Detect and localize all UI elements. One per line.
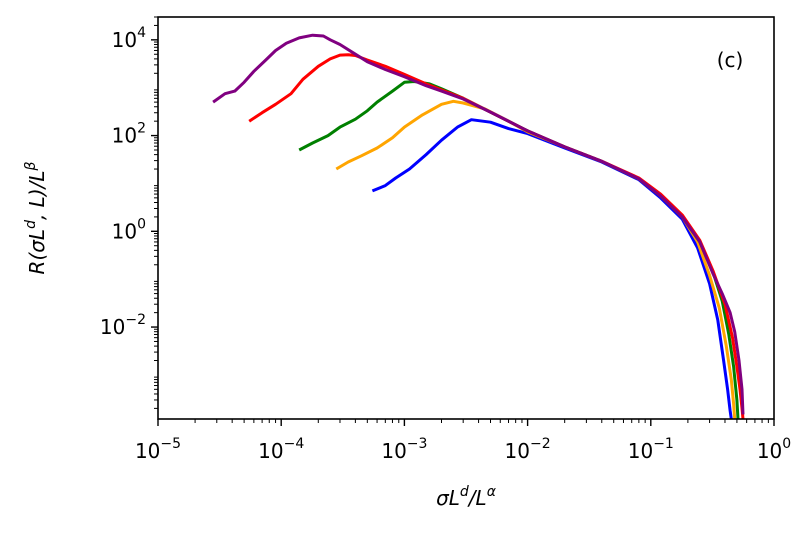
y-axis-label: R(σLd, L)/Lβ [23,161,49,274]
series-line-2 [335,99,737,420]
plot-frame [157,16,775,420]
series-layer [212,33,745,420]
y-axis: 10−2 100 102 104 [100,16,158,409]
x-tick-label: 100 [757,436,791,463]
panel-label: (c) [717,48,744,72]
y-tick-label: 10−2 [100,312,146,339]
x-tick-label: 10−4 [258,436,304,463]
y-tick-label: 102 [112,121,146,148]
x-tick-label: 10−1 [628,436,674,463]
series-line-4 [248,53,745,420]
series-line-1 [371,118,733,420]
x-tick-label: 10−2 [505,436,551,463]
x-tick-label: 10−5 [135,436,181,463]
x-axis: 10−5 10−4 10−3 10−2 10−1 100 [135,419,791,463]
x-tick-label: 10−3 [381,436,427,463]
y-tick-label: 104 [112,25,146,52]
y-tick-label: 100 [112,216,146,243]
x-axis-label: σLd/Lα [436,484,497,510]
series-line-5 [212,33,745,415]
